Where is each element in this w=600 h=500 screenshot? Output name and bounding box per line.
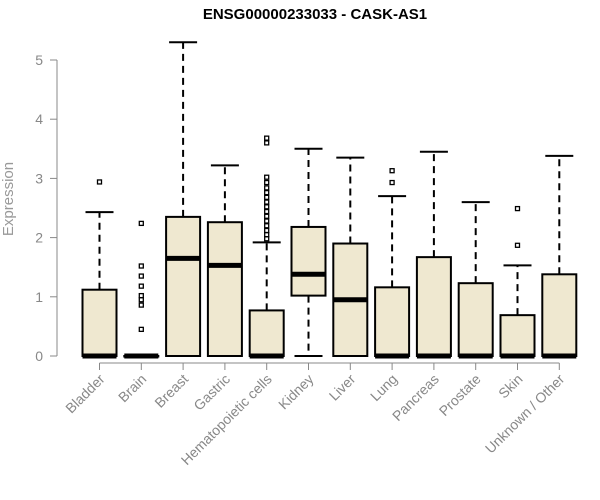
box-body <box>206 221 243 357</box>
x-tick-label: Skin <box>495 371 526 402</box>
y-tick-label: 5 <box>35 52 43 68</box>
y-tick-label: 3 <box>35 170 43 186</box>
box-brain <box>123 220 160 359</box>
outlier-point <box>264 140 270 146</box>
y-tick-label: 2 <box>35 230 43 246</box>
outlier-point <box>389 179 395 186</box>
outlier-point <box>264 223 270 229</box>
outlier-point <box>138 302 144 308</box>
outlier-point <box>264 194 270 200</box>
y-tick-label: 0 <box>35 348 43 364</box>
x-tick-label: Kidney <box>275 371 317 413</box>
outlier-point <box>264 179 270 186</box>
outlier-point <box>138 273 144 279</box>
outlier-point <box>138 297 144 303</box>
outlier-point <box>264 189 270 196</box>
box-body <box>541 273 578 357</box>
box-body <box>165 215 202 357</box>
outlier-point <box>264 236 270 242</box>
box-hematopoietic-cells <box>248 135 285 359</box>
outlier-point <box>389 168 395 174</box>
box-body <box>248 309 285 357</box>
outlier-point <box>514 205 521 212</box>
y-tick-label: 1 <box>35 289 43 305</box>
box-body <box>499 314 536 358</box>
outlier-point <box>138 283 144 289</box>
box-body <box>81 288 118 358</box>
box-liver <box>332 156 369 358</box>
outlier-point <box>264 227 270 234</box>
chart-title: ENSG00000233033 - CASK-AS1 <box>202 6 428 23</box>
x-tick-label: Liver <box>326 371 359 404</box>
outlier-point <box>264 204 270 210</box>
box-prostate <box>457 201 494 359</box>
x-tick-label: Bladder <box>62 371 108 417</box>
box-pancreas <box>415 150 452 359</box>
x-tick-label: Unknown / Other <box>482 371 568 457</box>
outlier-point <box>264 135 270 141</box>
outlier-point <box>138 292 144 299</box>
outlier-point <box>264 208 270 215</box>
box-lung <box>374 168 411 359</box>
box-unknown-other <box>541 154 578 359</box>
x-tick-label: Lung <box>367 371 400 404</box>
boxes <box>81 41 578 359</box>
box-body <box>290 225 327 297</box>
outlier-point <box>264 218 270 224</box>
outlier-point <box>138 326 144 333</box>
outlier-point <box>264 185 270 191</box>
box-skin <box>499 205 536 359</box>
outlier-point <box>514 242 521 248</box>
box-body <box>415 256 452 357</box>
outlier-point <box>138 263 144 269</box>
y-tick-label: 4 <box>35 111 43 127</box>
outlier-point <box>264 213 270 219</box>
y-axis-label: Expression <box>0 162 17 236</box>
x-tick-label: Prostate <box>436 371 484 419</box>
box-gastric <box>206 164 243 357</box>
box-kidney <box>290 147 327 357</box>
outlier-point <box>264 199 270 205</box>
outlier-point <box>264 174 270 180</box>
outlier-point <box>138 220 144 227</box>
x-tick-label: Brain <box>115 371 149 405</box>
box-body <box>374 286 411 357</box>
box-body <box>457 282 494 357</box>
box-breast <box>165 41 202 357</box>
box-bladder <box>81 179 118 359</box>
outlier-point <box>96 179 103 185</box>
outlier-point <box>264 231 270 238</box>
x-tick-label: Breast <box>151 371 191 411</box>
